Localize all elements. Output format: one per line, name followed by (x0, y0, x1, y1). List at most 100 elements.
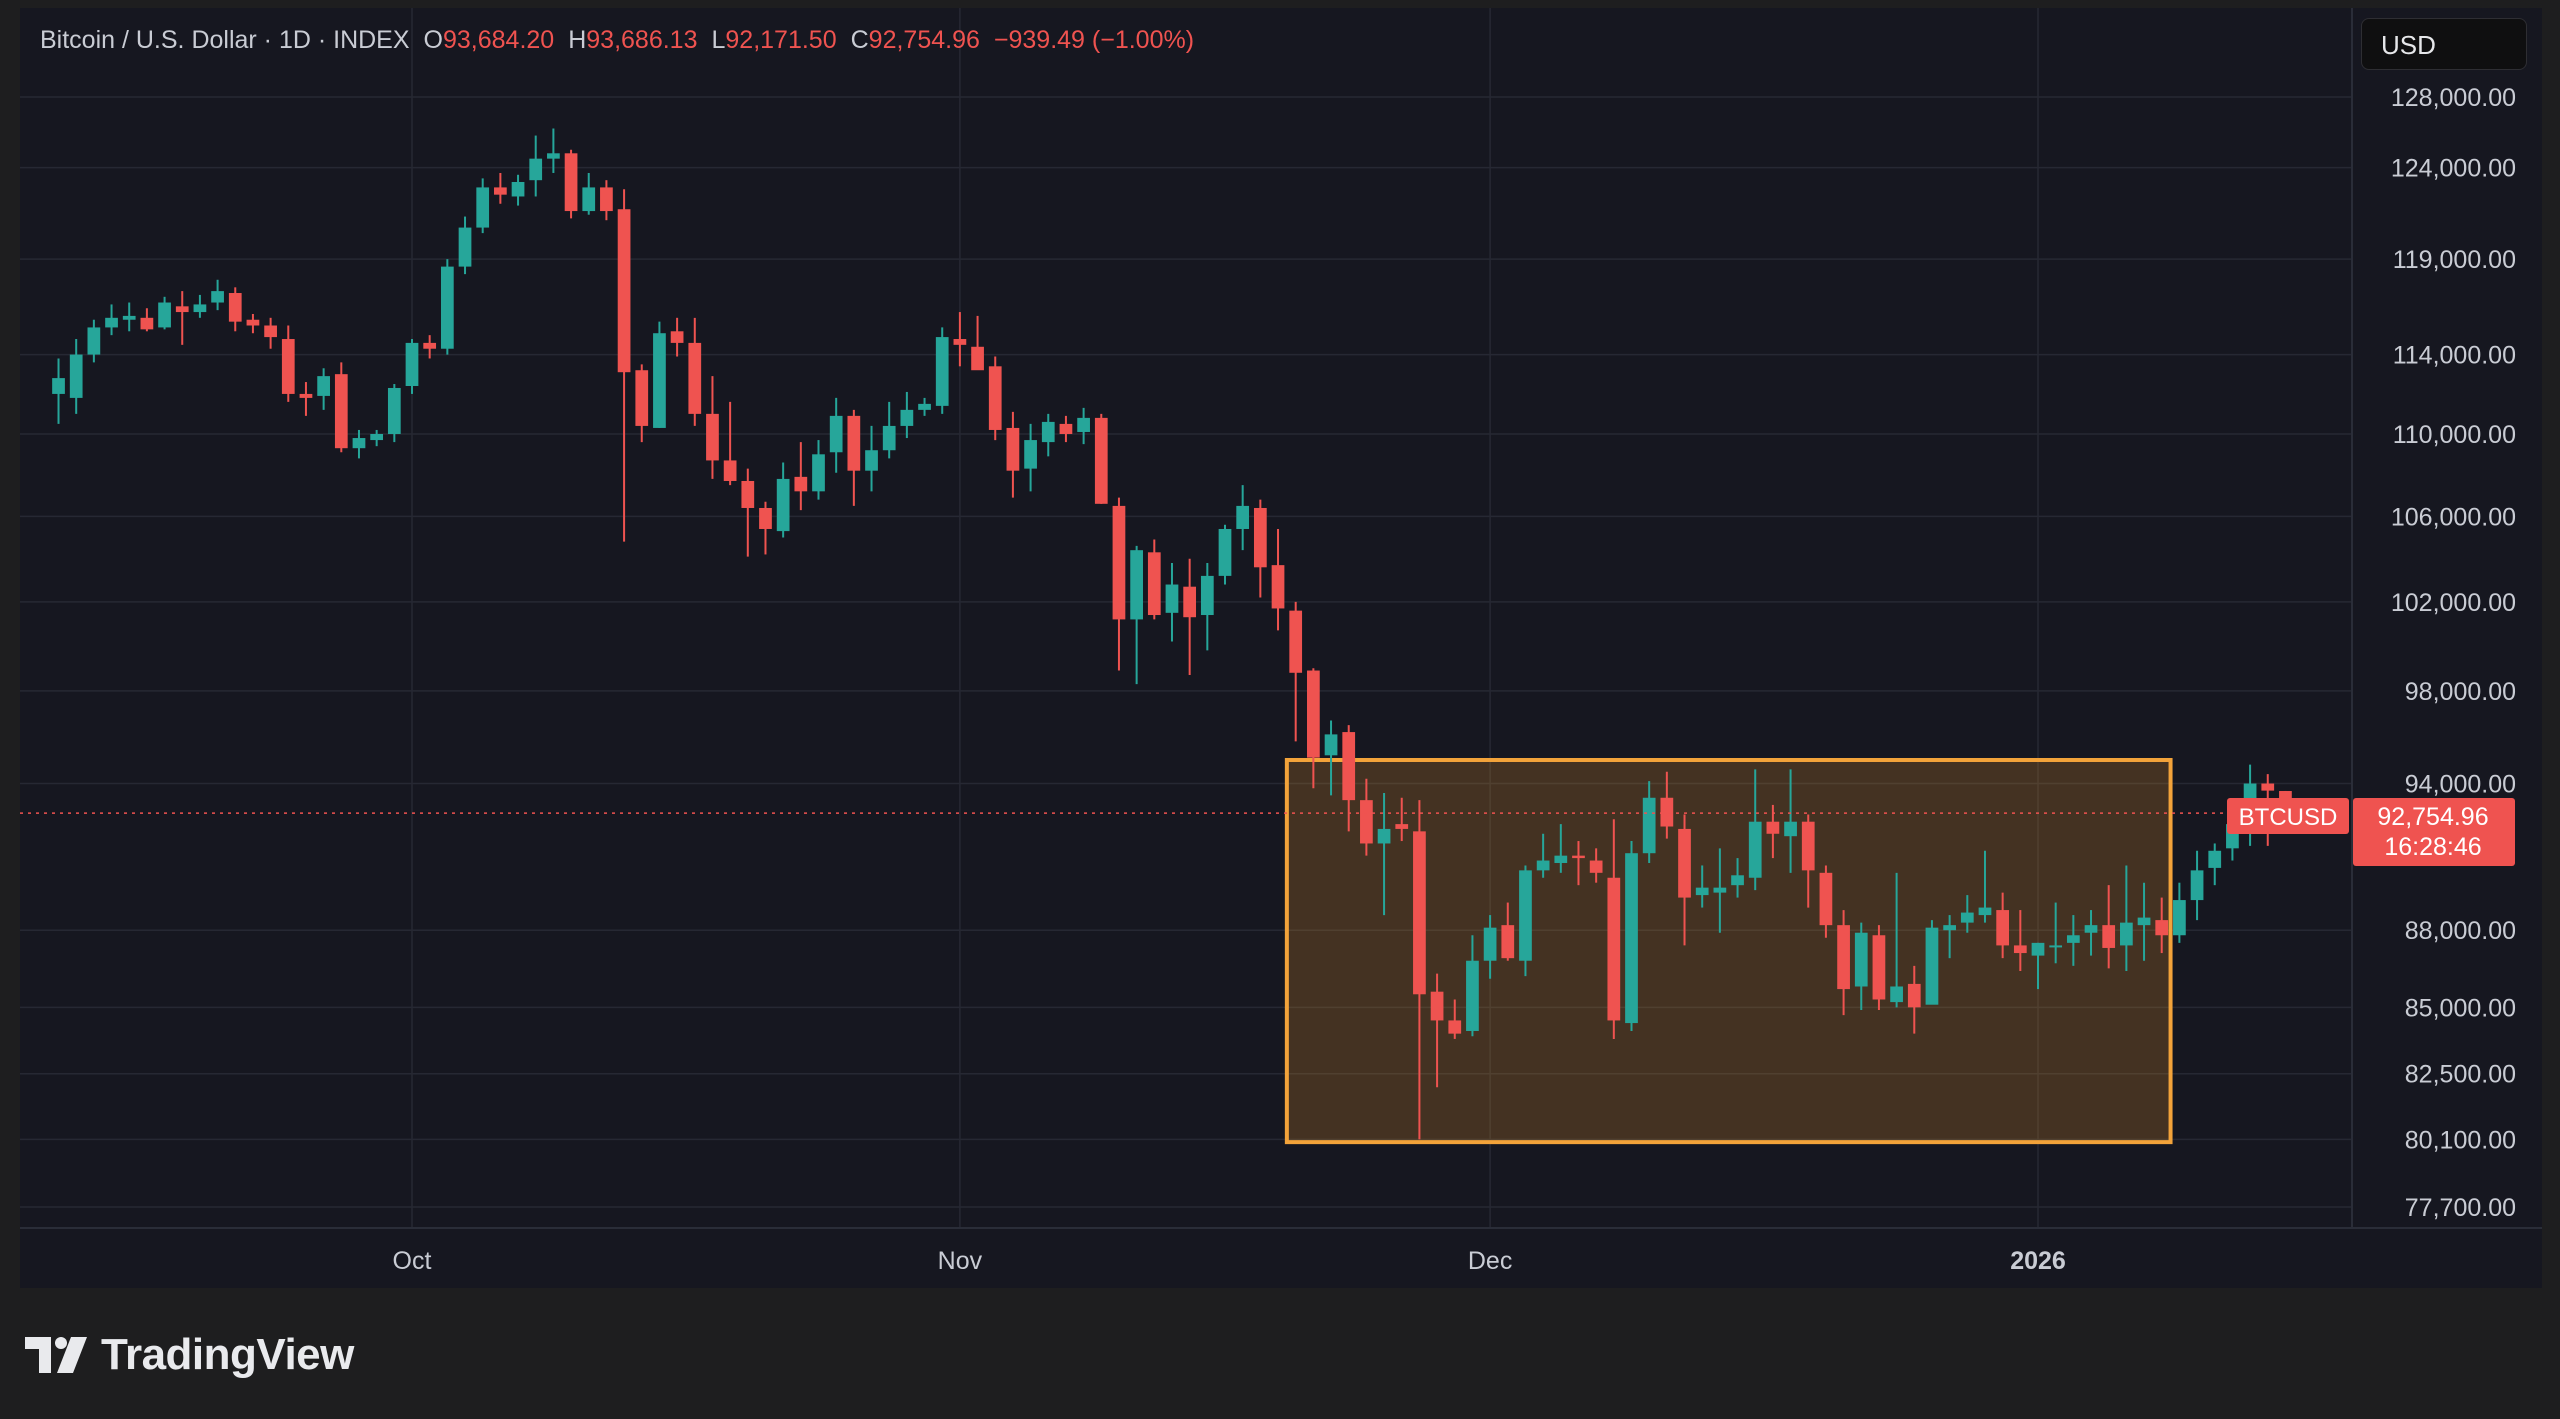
candle-body (1466, 960, 1479, 1031)
candle (1519, 865, 1532, 977)
candle-body (1006, 427, 1020, 471)
close-label: C (850, 26, 869, 54)
candle-body (405, 342, 419, 387)
candle-body (1801, 821, 1815, 871)
symbol-tag-label: BTCUSD (2239, 804, 2338, 831)
candle (2049, 902, 2063, 964)
candle-body (1413, 831, 1426, 995)
candle-body (1501, 925, 1515, 959)
price-tick-label: 85,000.00 (2405, 994, 2516, 1022)
candle-body (1660, 797, 1674, 827)
candle (1147, 539, 1161, 620)
candle-body (1625, 853, 1638, 1024)
symbol-description[interactable]: Bitcoin / U.S. Dollar · 1D · INDEX (40, 26, 410, 54)
candle (158, 296, 171, 330)
candle-body (1483, 927, 1497, 961)
candle-body (794, 476, 808, 492)
candle (1448, 999, 1462, 1039)
price-tick-label: 110,000.00 (2393, 421, 2516, 449)
price-tag (2353, 798, 2515, 866)
candle (759, 501, 772, 555)
candle (228, 287, 242, 332)
price-tick-label: 106,000.00 (2391, 503, 2516, 531)
candle (1324, 720, 1338, 796)
candle (1041, 413, 1055, 457)
candle-body (1572, 855, 1585, 859)
candle-body (2190, 870, 2204, 901)
candle-body (1872, 935, 1886, 1000)
candle (1943, 915, 1956, 959)
candle-body (2208, 850, 2222, 868)
candle-body (1978, 907, 1992, 916)
close-value: 92,754.96 (868, 26, 980, 54)
candle (865, 425, 878, 492)
candle (1607, 819, 1621, 1039)
tradingview-logo[interactable]: TradingView (25, 1328, 354, 1382)
candle (1183, 558, 1197, 676)
candle-body (2084, 925, 2098, 933)
candle-body (1536, 860, 1550, 871)
candles-group (52, 128, 2292, 1140)
candle-body (918, 403, 931, 410)
candle (1872, 925, 1886, 1010)
candle-body (2155, 920, 2169, 936)
candle (370, 429, 384, 447)
candle-body (1165, 584, 1179, 613)
price-tick-label: 98,000.00 (2405, 678, 2516, 706)
candle-body (900, 409, 914, 426)
candle-body (211, 291, 224, 303)
candle (547, 128, 560, 173)
candle-body (423, 342, 437, 349)
candle (246, 313, 260, 334)
candle-body (1642, 797, 1656, 854)
candle-body (370, 433, 384, 441)
candle (564, 149, 578, 219)
candle (1996, 892, 2010, 959)
candle-body (1183, 586, 1197, 618)
candle (1784, 769, 1797, 873)
candle-body (246, 319, 260, 326)
candle-body (52, 378, 65, 394)
candle-body (1024, 440, 1037, 469)
candle-body (2102, 925, 2116, 948)
open-label: O (423, 26, 443, 54)
candle (1713, 848, 1727, 933)
price-tick-label: 82,500.00 (2405, 1061, 2516, 1089)
candle (423, 335, 437, 359)
candle-body (1996, 910, 2010, 946)
candle (387, 384, 401, 443)
candle-body (617, 209, 631, 373)
candle (1413, 800, 1426, 1140)
low-label: L (711, 26, 726, 54)
candle (1059, 415, 1073, 443)
candle (440, 259, 454, 355)
time-axis-labels: Oct Nov Dec 2026 (393, 1247, 2066, 1275)
candle (2031, 942, 2045, 990)
candle (1748, 769, 1762, 891)
candle-body (1943, 925, 1956, 931)
candle-body (1112, 505, 1126, 620)
symbol-legend: Bitcoin / U.S. Dollar · 1D · INDEX O93,68… (40, 26, 1208, 55)
candle-body (865, 450, 878, 471)
candle (1430, 973, 1444, 1088)
candle (1253, 499, 1267, 598)
candle-body (1289, 610, 1303, 673)
candle (988, 356, 1002, 441)
candle (1236, 485, 1250, 551)
candle-body (635, 370, 649, 426)
candle-body (1907, 983, 1921, 1008)
candle (1483, 915, 1497, 979)
candle-body (1819, 872, 1833, 926)
candle (1395, 797, 1409, 842)
candle (1819, 865, 1833, 938)
candle (847, 409, 861, 506)
price-tick-label: 80,100.00 (2405, 1126, 2516, 1154)
candle (1536, 833, 1550, 878)
candle (211, 279, 224, 311)
chart-pane-background (20, 8, 2353, 1228)
candle-body (511, 181, 525, 197)
candle-body (175, 306, 189, 313)
currency-button[interactable]: USD (2361, 18, 2527, 70)
candle-body (476, 187, 490, 228)
